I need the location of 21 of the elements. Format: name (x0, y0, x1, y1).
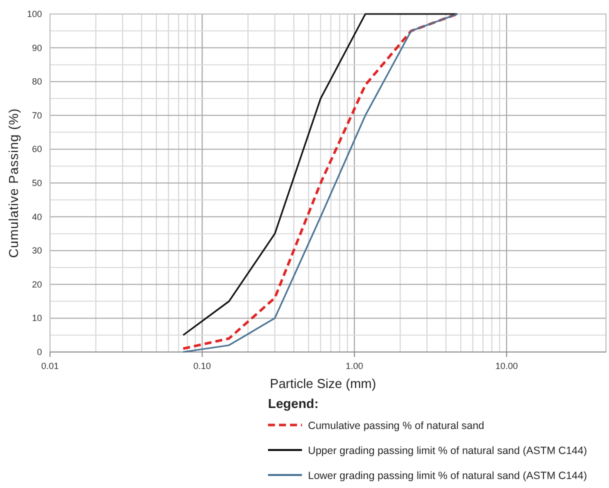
y-tick-label: 0 (36, 347, 42, 357)
y-tick-label: 40 (32, 212, 42, 222)
legend-title: Legend: (268, 396, 319, 411)
y-tick-label: 10 (32, 313, 42, 324)
x-tick-label: 0.10 (193, 361, 211, 371)
y-tick-label: 60 (32, 144, 42, 154)
y-tick-label: 30 (32, 246, 42, 256)
x-axis-title: Particle Size (mm) (270, 376, 376, 391)
legend-label: Upper grading passing limit % of natural sand (ASTM C144) (308, 445, 587, 457)
x-tick-label: 1.00 (346, 361, 364, 371)
y-tick-label: 90 (32, 42, 42, 53)
legend-label: Cumulative passing % of natural sand (308, 420, 484, 432)
legend-label: Lower grading passing limit % of natural sand (ASTM C144) (308, 470, 587, 482)
x-tick-label: 0.01 (41, 361, 59, 371)
y-tick-label: 50 (32, 178, 42, 188)
y-tick-label: 20 (32, 279, 42, 290)
y-tick-label: 70 (32, 110, 42, 120)
y-tick-label: 100 (26, 9, 42, 19)
x-tick-label: 10.00 (495, 361, 518, 371)
y-axis-title: Cumulative Passing (%) (6, 108, 21, 258)
y-tick-label: 80 (32, 76, 42, 87)
